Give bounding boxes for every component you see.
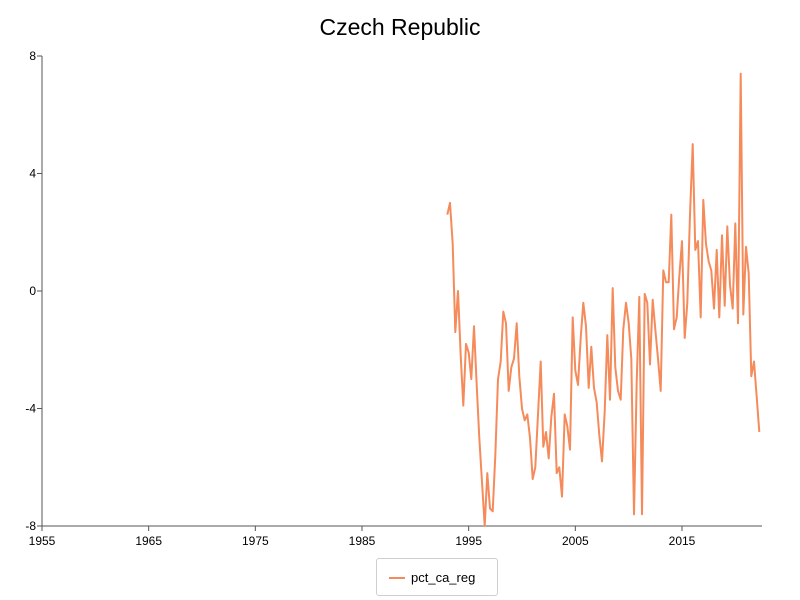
x-tick-label: 1985 <box>349 534 376 548</box>
x-tick-label: 1955 <box>29 534 56 548</box>
y-tick-label: 4 <box>29 167 36 181</box>
legend-label: pct_ca_reg <box>411 570 476 585</box>
x-tick-label: 1965 <box>135 534 162 548</box>
legend-swatch <box>389 577 405 579</box>
axes: -8 -4 0 4 8 1955 1965 1975 1985 1995 2005 2015 <box>25 49 762 548</box>
x-tick-label: 2005 <box>562 534 589 548</box>
series-layer <box>446 72 761 527</box>
y-tick-label: 8 <box>29 49 36 63</box>
x-tick-label: 1995 <box>455 534 482 548</box>
series-line-pct_ca_reg <box>446 72 761 527</box>
y-tick-label: -8 <box>25 519 36 533</box>
x-tick-label: 1975 <box>242 534 269 548</box>
legend: pct_ca_reg <box>376 558 498 596</box>
y-tick-label: 0 <box>29 284 36 298</box>
x-tick-label: 2015 <box>669 534 696 548</box>
y-tick-label: -4 <box>25 402 36 416</box>
chart-title: Czech Republic <box>319 14 481 40</box>
